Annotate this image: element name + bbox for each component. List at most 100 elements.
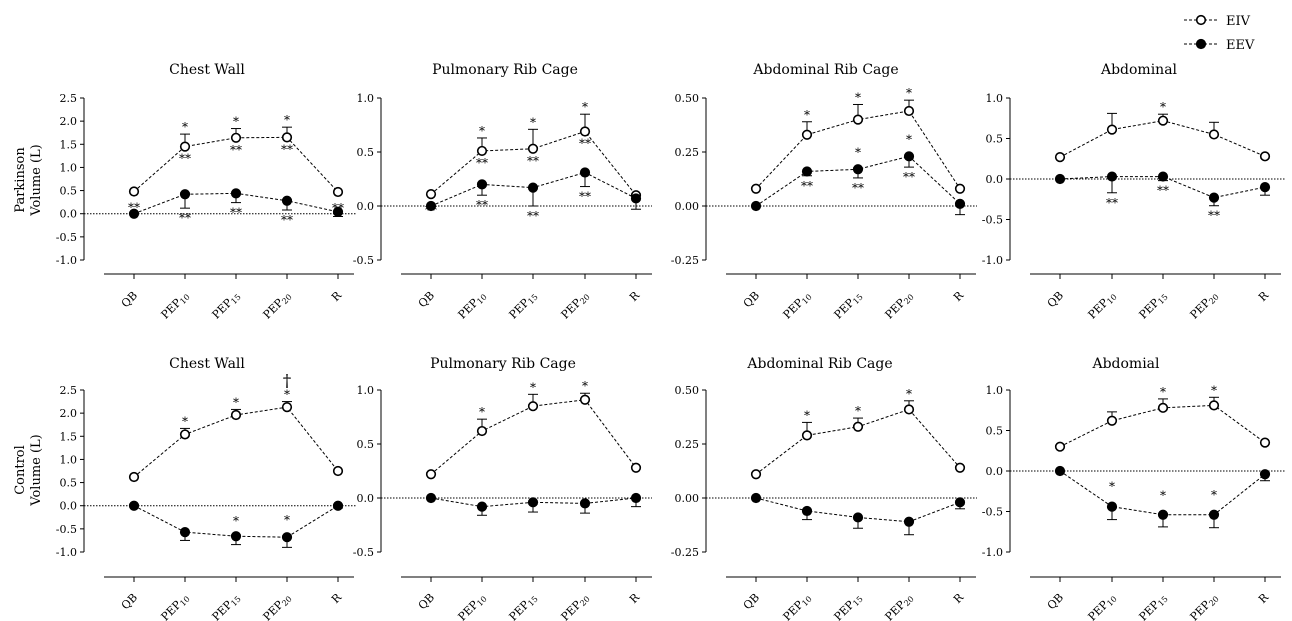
significance-mark: ** [179, 152, 191, 166]
significance-mark: * [855, 145, 861, 159]
data-point-eev [476, 501, 488, 512]
data-point-eev [179, 526, 191, 538]
series-eiv: * * * [750, 387, 966, 480]
data-point-eiv [527, 401, 539, 412]
y-tick-label: -0.5 [56, 231, 77, 244]
significance-mark: * [855, 404, 861, 418]
data-point-eev [1106, 171, 1118, 182]
panel-title: Abdominal [1100, 62, 1178, 78]
data-point-eev [954, 497, 966, 508]
y-tick-label: -0.5 [353, 254, 374, 267]
data-point-eiv [1259, 437, 1271, 448]
x-tick-label: PEP15 [210, 289, 243, 322]
data-point-eiv [281, 132, 293, 143]
significance-mark: * [804, 408, 810, 422]
y-tick-label: 2.0 [60, 407, 78, 420]
significance-mark: ** [281, 213, 293, 227]
x-tick-label: PEP10 [456, 289, 489, 322]
significance-mark: ** [230, 206, 242, 220]
x-tick-label: PEP10 [159, 591, 192, 621]
row-label-parkinson: Parkinson Volume (L) [13, 144, 44, 216]
significance-mark: ** [903, 170, 915, 184]
x-tick-label: R [951, 590, 967, 606]
x-tick-label: R [951, 288, 967, 304]
panel-title: Chest Wall [169, 356, 245, 372]
panel-control-pulmonary-rib-cage: Pulmonary Rib Cage 1.0 0.5 0.0 -0.5 QB PEP10 PE… [353, 356, 652, 621]
data-point-eev [750, 492, 762, 504]
series-eev: ** ** ** [750, 151, 966, 216]
significance-mark: ** [801, 179, 813, 193]
data-point-eiv [801, 430, 813, 441]
data-point-eev [630, 492, 642, 504]
data-point-eev [332, 500, 344, 511]
significance-mark: * [479, 405, 485, 419]
series-eiv: ******* [128, 113, 344, 215]
x-tick-label: PEP10 [456, 591, 489, 621]
significance-mark: * [284, 513, 290, 527]
significance-mark: * [233, 395, 239, 409]
y-tick-label: 2.5 [60, 92, 78, 105]
x-tick-label: PEP20 [883, 289, 916, 322]
row-label-control: Control Volume (L) [13, 434, 44, 506]
data-point-eiv [281, 402, 293, 413]
row-label-line2: Volume (L) [29, 434, 44, 506]
legend: EIV EEV [1184, 14, 1255, 53]
data-point-eev [1208, 192, 1220, 203]
significance-mark: ** [476, 198, 488, 212]
series-line-eev [1059, 176, 1266, 199]
significance-mark: ** [230, 143, 242, 157]
y-tick-label: 0.5 [986, 133, 1004, 146]
y-tick-label: 0.0 [357, 200, 375, 213]
x-tick-label: QB [119, 289, 140, 310]
y-tick-label: 0.50 [675, 92, 700, 105]
significance-mark: ** [1208, 209, 1220, 223]
y-tick-label: 1.0 [357, 92, 375, 105]
y-tick-label: 0.0 [60, 500, 78, 513]
data-point-eev [332, 206, 344, 217]
y-tick-label: -1.0 [982, 254, 1003, 267]
data-point-eev [750, 200, 762, 212]
data-point-eev [903, 151, 915, 162]
significance-mark: * [906, 387, 912, 401]
significance-mark: * [906, 133, 912, 147]
x-tick-label: PEP15 [1137, 289, 1170, 322]
panel-control-chest-wall: Chest Wall 2.5 2.0 1.5 1.0 0.5 0.0 -0.5 -1.0 QB PE… [56, 356, 356, 621]
data-point-eev [1259, 469, 1271, 480]
y-tick-label: 0.5 [60, 477, 78, 490]
significance-mark: * [479, 124, 485, 138]
x-tick-label: PEP20 [559, 289, 592, 322]
data-point-eev [630, 193, 642, 204]
y-tick-label: 1.0 [986, 384, 1004, 397]
significance-mark: ** [1106, 196, 1118, 210]
x-tick-label: R [627, 288, 643, 304]
data-point-eiv [527, 143, 539, 154]
legend-label-eev: EEV [1226, 38, 1255, 53]
row-labels: Parkinson Volume (L) Control Volume (L) [13, 144, 44, 506]
y-tick-label: 0.0 [60, 208, 78, 221]
x-tick-label: R [1256, 590, 1272, 606]
x-tick-label: PEP10 [159, 289, 192, 322]
data-point-eev [230, 531, 242, 542]
y-tick-label: 0.0 [986, 465, 1004, 478]
x-tick-label: PEP15 [1137, 591, 1170, 621]
data-point-eev [801, 166, 813, 177]
y-tick-label: 2.5 [60, 384, 78, 397]
data-point-eiv [579, 394, 591, 405]
y-tick-label: 0.25 [675, 146, 700, 159]
y-tick-label: 0.5 [357, 146, 375, 159]
x-tick-label: QB [416, 591, 437, 612]
data-point-eiv [750, 183, 762, 194]
data-point-eiv [1259, 151, 1271, 162]
y-tick-label: 1.5 [60, 138, 78, 151]
series-eiv: * * * [128, 388, 344, 483]
data-point-eev [1054, 465, 1066, 477]
significance-mark: * [1160, 489, 1166, 503]
data-point-eiv [1054, 441, 1066, 452]
data-point-eev [128, 208, 140, 219]
data-point-eev [954, 198, 966, 209]
data-point-eev [128, 500, 140, 511]
data-point-eiv [425, 469, 437, 480]
data-point-eev [801, 505, 813, 517]
data-point-eiv [476, 145, 488, 157]
significance-mark: * [182, 120, 188, 134]
